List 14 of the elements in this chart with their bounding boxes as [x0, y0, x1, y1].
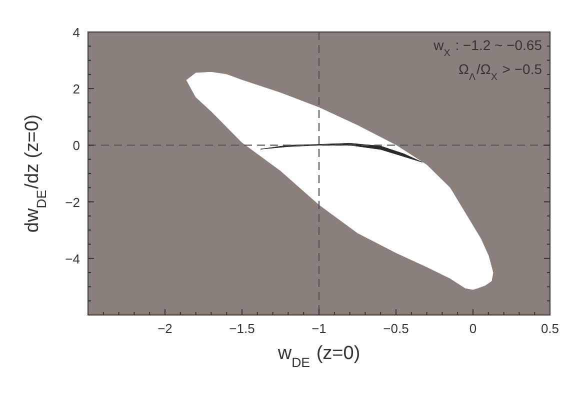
annotation: w$_{X}$ : −1.2 ~ −0.65: [432, 37, 542, 58]
x-tick-label: −2: [158, 321, 172, 336]
y-tick-label: −4: [65, 251, 80, 266]
x-axis-title: w$_{DE}$ (z=0): [276, 343, 360, 370]
x-tick-label: −1.5: [229, 321, 255, 336]
y-tick-label: 4: [72, 25, 80, 40]
annotation: Ω$_{Λ}$/Ω$_{X}$ > −0.5: [458, 61, 542, 82]
x-tick-label: −0.5: [383, 321, 409, 336]
y-tick-label: −2: [65, 194, 80, 210]
y-tick-label: 2: [72, 82, 80, 97]
x-tick-label: −1: [312, 321, 326, 336]
x-tick-label: 0.5: [540, 321, 560, 336]
x-tick-label: 0: [469, 321, 477, 336]
y-tick-label: 0: [72, 138, 80, 154]
